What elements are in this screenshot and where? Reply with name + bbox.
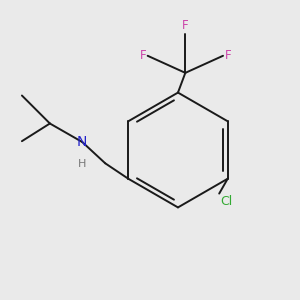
Text: F: F [140, 49, 146, 62]
Text: F: F [224, 49, 231, 62]
Text: Cl: Cl [221, 195, 233, 208]
Text: H: H [78, 159, 86, 169]
Text: F: F [182, 19, 189, 32]
Text: N: N [77, 135, 88, 149]
